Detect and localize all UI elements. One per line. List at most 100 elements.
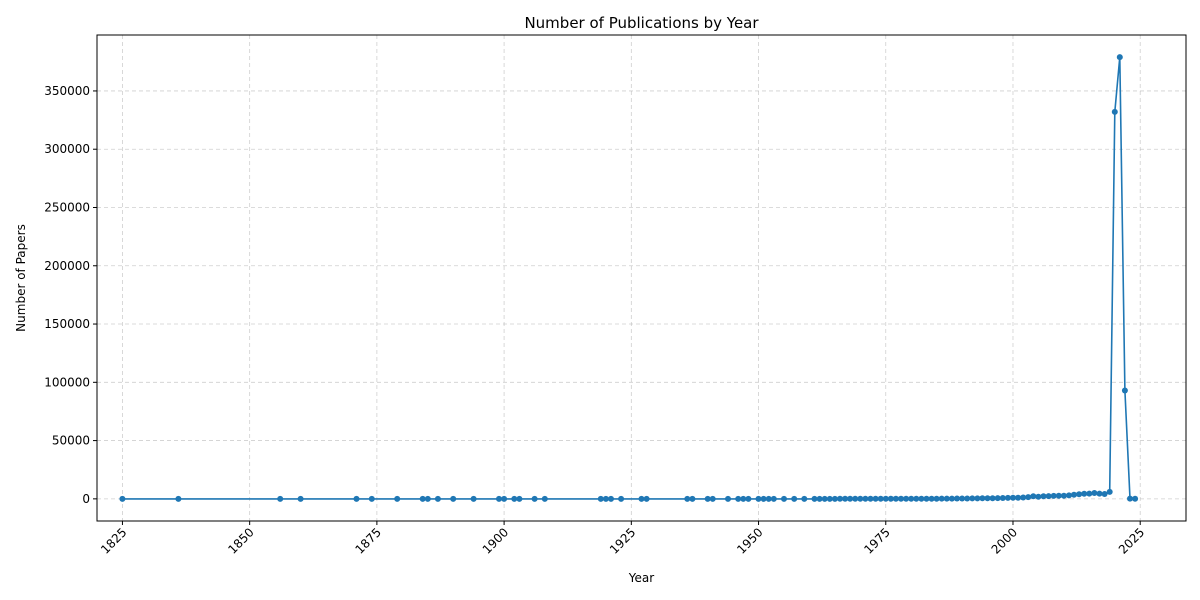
y-axis-label: Number of Papers (14, 224, 28, 332)
data-point (735, 495, 742, 502)
data-point (918, 495, 925, 502)
data-point (760, 495, 767, 502)
y-tick-label: 150000 (44, 317, 90, 331)
data-point (1040, 493, 1047, 500)
data-point (887, 495, 894, 502)
data-point (862, 495, 869, 502)
y-tick-label: 350000 (44, 84, 90, 98)
data-point (847, 495, 854, 502)
data-point (684, 495, 691, 502)
data-point (1045, 493, 1052, 500)
data-point (984, 495, 991, 502)
data-point (979, 495, 986, 502)
data-point (781, 495, 787, 502)
data-point (959, 495, 966, 502)
y-tick-label: 100000 (44, 375, 90, 389)
data-point (948, 495, 955, 502)
x-axis-label: Year (628, 571, 654, 585)
data-point (974, 495, 981, 502)
data-point (496, 495, 502, 502)
data-point (1071, 491, 1077, 498)
data-point (969, 495, 976, 502)
data-point (1121, 387, 1128, 394)
data-point (801, 495, 808, 502)
chart-title: Number of Publications by Year (524, 14, 759, 32)
data-point (964, 495, 971, 502)
y-tick-label: 50000 (52, 434, 90, 448)
data-point (1116, 54, 1123, 61)
data-point (1004, 494, 1011, 501)
data-point (638, 495, 645, 502)
data-point (882, 495, 889, 502)
data-point (501, 495, 508, 502)
data-point (872, 495, 879, 502)
data-point (1101, 491, 1108, 497)
data-point (643, 495, 650, 502)
data-point (597, 495, 604, 502)
data-point (867, 495, 874, 502)
data-point (908, 495, 915, 502)
data-point (755, 495, 762, 502)
data-point (1081, 490, 1088, 497)
data-point (857, 495, 864, 502)
data-point (745, 495, 752, 502)
data-point (1035, 493, 1042, 500)
data-point (826, 495, 833, 502)
data-point (704, 495, 711, 502)
data-point (943, 495, 950, 502)
data-point (903, 495, 910, 502)
data-point (368, 495, 375, 502)
data-point (740, 495, 747, 502)
data-point (1010, 494, 1016, 501)
data-point (791, 495, 798, 502)
data-point (821, 495, 828, 502)
data-point (725, 495, 731, 502)
data-point (816, 495, 823, 502)
data-point (898, 495, 904, 502)
plot-area-frame (96, 34, 1187, 522)
data-point (892, 495, 899, 502)
data-point (938, 495, 945, 502)
data-point (989, 495, 996, 502)
data-point (999, 495, 1006, 501)
data-point (434, 495, 441, 502)
data-point (541, 495, 548, 502)
data-point (1066, 492, 1072, 499)
data-point (394, 495, 401, 502)
data-point (1106, 488, 1113, 495)
data-point (1055, 492, 1062, 499)
y-tick-label: 300000 (44, 142, 90, 156)
y-tick-label: 0 (82, 492, 90, 506)
data-point (994, 495, 1001, 502)
data-point (1025, 494, 1032, 501)
data-point (852, 495, 859, 502)
data-point (470, 495, 477, 502)
data-point (765, 495, 772, 502)
data-point (1060, 492, 1067, 499)
data-point (1015, 494, 1022, 501)
data-point (511, 495, 518, 502)
data-point (450, 495, 457, 502)
data-point (689, 495, 696, 502)
data-point (531, 495, 538, 502)
y-tick-label: 250000 (44, 200, 90, 214)
data-point (1086, 490, 1093, 497)
data-point (1127, 495, 1133, 502)
data-point (1096, 490, 1103, 497)
data-point (831, 495, 838, 502)
data-point (516, 495, 523, 502)
data-point (1020, 494, 1027, 501)
data-point (1076, 491, 1083, 498)
data-point (770, 495, 777, 502)
data-point (928, 495, 935, 502)
data-point (913, 495, 920, 502)
data-point (709, 495, 716, 502)
data-point (1030, 493, 1037, 500)
data-point (297, 495, 304, 502)
data-point (277, 495, 284, 502)
data-point (923, 495, 930, 502)
data-point (842, 495, 849, 502)
data-point (837, 495, 843, 502)
